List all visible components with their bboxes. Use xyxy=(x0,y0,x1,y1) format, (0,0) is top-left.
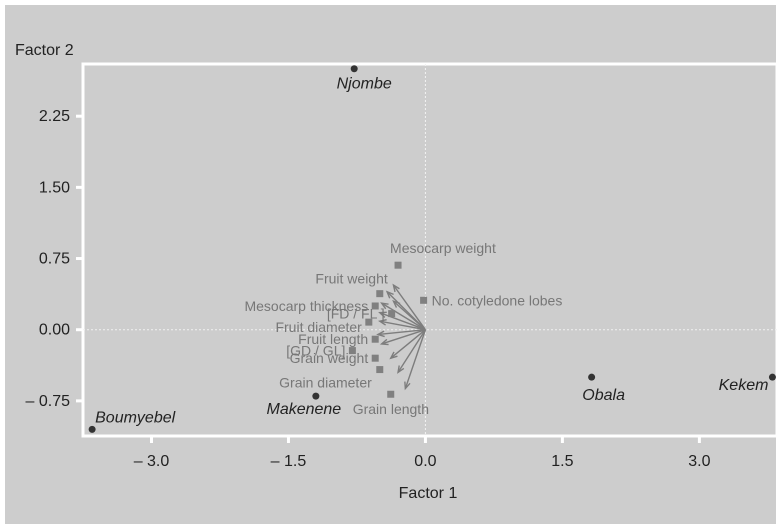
loading-arrow xyxy=(381,302,426,331)
variable-marker xyxy=(376,290,384,298)
variable-marker xyxy=(388,310,396,318)
site-point xyxy=(768,373,776,381)
variable-label: Grain diameter xyxy=(279,375,372,391)
loading-arrow xyxy=(379,320,426,331)
y-tick-label: 0.75 xyxy=(39,251,70,268)
variable-marker xyxy=(394,261,402,269)
loading-arrow xyxy=(379,311,426,331)
ticks-layer: – 3.0 – 1.5 0.0 1.5 3.0 2.25 1.50 0.75 0.00 – 0.7… xyxy=(26,108,711,470)
loading-arrow xyxy=(393,300,426,331)
variable-marker xyxy=(387,390,395,398)
variable-marker xyxy=(371,335,379,343)
variable-marker xyxy=(371,302,379,310)
loading-arrow xyxy=(390,329,426,359)
variable-label: Mesocarp weight xyxy=(390,240,496,256)
y-axis-title: Factor 2 xyxy=(15,42,74,59)
loading-arrowhead xyxy=(392,300,401,308)
loading-arrow xyxy=(392,284,427,331)
loading-arrowhead xyxy=(392,283,400,293)
site-label: Boumyebel xyxy=(95,409,175,426)
site-label: Obala xyxy=(582,387,625,404)
site-point xyxy=(350,65,358,73)
site-label: Makenene xyxy=(266,401,341,418)
plot-area xyxy=(81,62,779,438)
variable-marker xyxy=(376,366,384,374)
variable-marker xyxy=(348,347,356,355)
y-tick-label: – 0.75 xyxy=(26,393,71,410)
y-tick-label: 2.25 xyxy=(39,108,70,125)
x-axis-title: Factor 1 xyxy=(399,485,458,502)
loading-arrowhead xyxy=(380,302,389,310)
x-tick-label: 1.5 xyxy=(551,453,573,470)
variable-label: No. cotyledone lobes xyxy=(432,292,563,308)
site-label: Njombe xyxy=(337,76,392,93)
variable-label: [FD / FL ] xyxy=(327,306,385,322)
x-tick-label: – 1.5 xyxy=(271,453,307,470)
loading-arrow xyxy=(381,329,426,345)
y-tick-label: 1.50 xyxy=(39,179,70,196)
loading-arrowhead xyxy=(385,290,394,299)
loading-arrowhead xyxy=(397,365,405,374)
loading-arrowhead xyxy=(376,330,385,338)
loading-arrowhead xyxy=(378,311,387,318)
variable-label: Fruit length xyxy=(298,331,368,347)
loading-arrow xyxy=(404,329,427,389)
variable-label: Fruit weight xyxy=(315,271,387,287)
variable-marker xyxy=(365,318,373,326)
site-point xyxy=(88,425,96,433)
variable-label: [GD / GL] xyxy=(286,343,345,359)
arrows-layer xyxy=(376,283,427,391)
loading-arrowhead xyxy=(389,351,398,360)
loading-arrowhead xyxy=(404,381,411,391)
loading-arrowhead xyxy=(378,318,387,326)
variable-marker xyxy=(371,354,379,362)
site-point xyxy=(312,392,320,400)
zero-lines xyxy=(83,64,777,436)
variable-label: Grain length xyxy=(353,401,429,417)
y-tick-label: 0.00 xyxy=(39,322,70,339)
sites-layer: Njombe Boumyebel Makenene Obala Kekem xyxy=(88,65,776,433)
x-tick-label: 0.0 xyxy=(414,453,436,470)
variables-layer: Mesocarp weight No. cotyledone lobes Fruit… xyxy=(244,240,562,417)
site-point xyxy=(588,373,596,381)
site-label: Kekem xyxy=(719,377,769,394)
x-tick-label: – 3.0 xyxy=(134,453,170,470)
variable-label: Grain weight xyxy=(290,350,369,366)
loading-arrow xyxy=(377,329,426,336)
variable-marker xyxy=(420,296,428,304)
loading-arrow xyxy=(397,329,427,373)
loading-arrowhead xyxy=(379,338,389,346)
variable-label: Fruit diameter xyxy=(275,319,362,335)
variable-label: Mesocarp thickness xyxy=(244,298,368,314)
x-tick-label: 3.0 xyxy=(688,453,710,470)
